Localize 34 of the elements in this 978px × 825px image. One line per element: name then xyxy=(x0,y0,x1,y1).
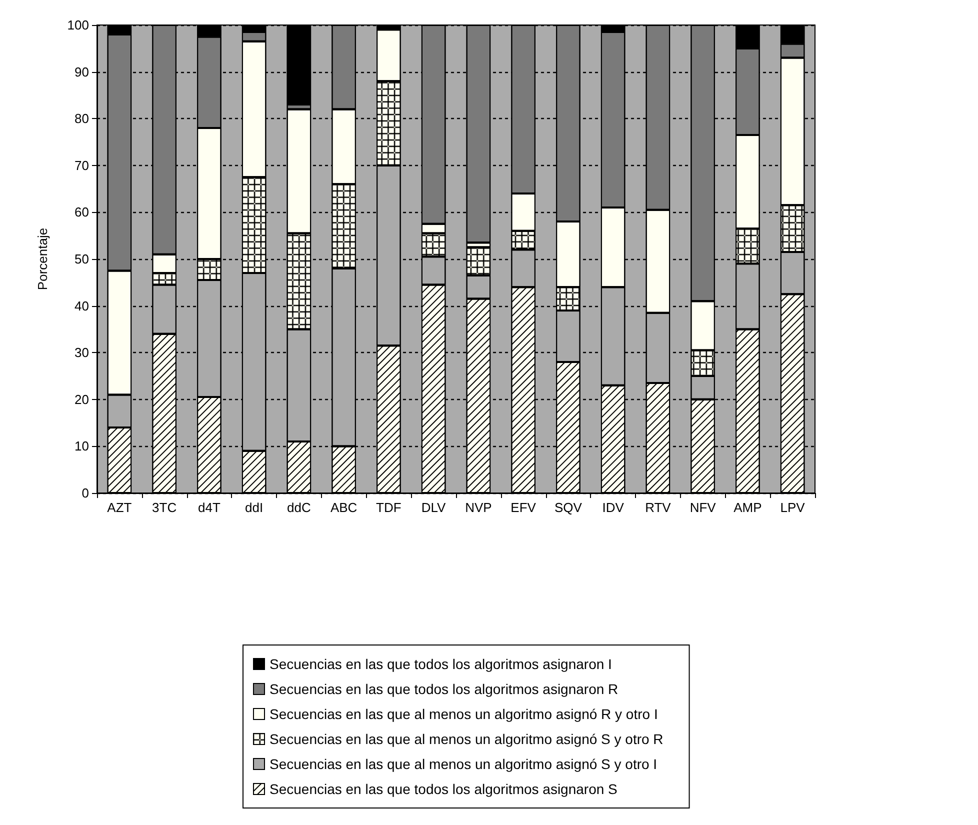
x-tick-label: ddC xyxy=(287,500,311,515)
x-tick-label: EFV xyxy=(510,500,536,515)
x-tick-label: NVP xyxy=(465,500,492,515)
x-tick-label: DLV xyxy=(421,500,446,515)
x-tick-label: LPV xyxy=(780,500,806,515)
legend-label: Secuencias en las que al menos un algoritmo asignó S y otro R xyxy=(270,731,664,747)
y-tick-label: 10 xyxy=(74,438,89,454)
legend-label: Secuencias en las que todos los algoritmos asignaron R xyxy=(270,681,618,697)
x-tick-label: RTV xyxy=(645,500,672,515)
y-tick-label: 40 xyxy=(74,298,89,314)
legend-label: Secuencias en las que al menos un algoritmo asignó S y otro I xyxy=(270,756,658,772)
x-tick-label: AZT xyxy=(107,500,132,515)
y-tick-label: 100 xyxy=(67,18,89,32)
x-tick-label: NFV xyxy=(690,500,716,515)
y-tick-label: 70 xyxy=(74,158,89,173)
x-tick-label: AMP xyxy=(734,500,762,515)
x-tick-label: ddI xyxy=(245,500,264,515)
x-tick-label: SQV xyxy=(554,500,582,515)
legend-label: Secuencias en las que todos los algoritmos asignaron S xyxy=(270,781,618,797)
y-tick-label: 50 xyxy=(74,252,89,266)
x-tick-label: 3TC xyxy=(152,500,177,515)
legend-label: Secuencias en las que al menos un algoritmo asignó R y otro I xyxy=(270,706,658,722)
x-tick-label: TDF xyxy=(376,500,402,515)
y-axis-title: Porcentaje xyxy=(35,228,50,290)
y-tick-label: 80 xyxy=(74,111,89,126)
y-tick-label: 60 xyxy=(74,204,89,220)
x-tick-label: IDV xyxy=(602,500,624,515)
y-tick-label: 90 xyxy=(74,64,89,80)
y-tick-label: 0 xyxy=(82,486,89,500)
y-tick-label: 30 xyxy=(74,345,89,360)
legend-label: Secuencias en las que todos los algoritmos asignaron I xyxy=(270,656,612,672)
y-tick-label: 20 xyxy=(74,392,89,407)
x-tick-label: ABC xyxy=(330,500,358,515)
x-tick-label: d4T xyxy=(198,500,220,515)
